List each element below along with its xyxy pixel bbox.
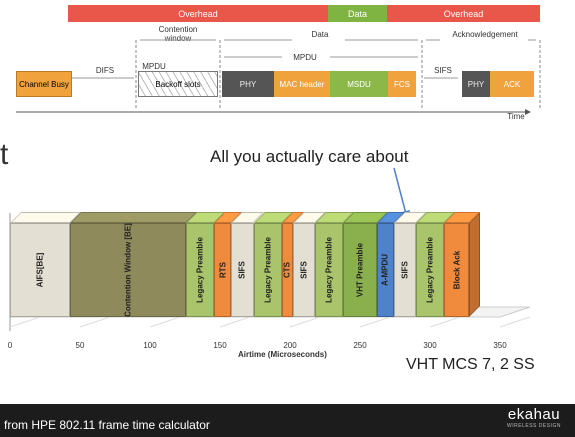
airtime-bar: RTS [214,223,232,317]
airtime-bar: Legacy Preamble [186,223,215,317]
x-tick-label: 50 [75,341,85,350]
x-gridline [429,316,461,328]
overhead-band-left: Overhead [68,5,328,22]
mpdu-span-label: MPDU [293,53,317,62]
airtime-bar: A-MPDU [376,223,394,317]
airtime-bar-label: Legacy Preamble [263,237,273,303]
airtime-bar-label: Legacy Preamble [425,237,435,303]
overhead-band-right: Overhead [387,5,540,22]
airtime-bar-label: A-MPDU [380,254,390,286]
vht-label: VHT MCS 7, 2 SS [406,356,535,373]
x-gridline [289,316,321,328]
airtime-bar: VHT Preamble [343,223,377,317]
ack-segment: ACK [490,71,534,97]
airtime-bar: AIFS[BE] [10,223,71,317]
airtime-bar: Legacy Preamble [315,223,344,317]
airtime-bar-label: SIFS [237,261,247,279]
airtime-bar-side [469,212,481,317]
phy-segment: PHY [222,71,274,97]
mac-header-segment: MAC header [274,71,330,97]
fcs-segment: FCS [388,71,416,97]
callout-text: All you actually care about [210,147,409,166]
ack-phy-segment: PHY [462,71,490,97]
mpdu-left-label: MPDU [142,62,166,71]
airtime-bar-label: RTS [218,262,228,278]
airtime-bar: SIFS [231,223,254,317]
data-span-label: Data [311,30,329,39]
backoff-slots-segment: Backoff slots [138,71,218,97]
sifs-label: SIFS [434,66,452,75]
airtime-bar-label: Legacy Preamble [195,237,205,303]
x-gridline [359,316,391,328]
airtime-bar-label: Block Ack [452,250,462,290]
msdu-segment: MSDU [330,71,388,97]
airtime-bar: Block Ack [444,223,470,317]
airtime-bar: Legacy Preamble [253,223,282,317]
x-gridline [9,316,41,328]
channel-busy-segment: Channel Busy [16,71,72,97]
time-axis-label: Time [507,112,525,121]
difs-label: DIFS [95,66,115,75]
x-tick-label: 250 [353,341,367,350]
x-tick-label: 150 [213,341,227,350]
brand-subtitle: WIRELESS DESIGN [507,423,561,429]
x-gridline [499,316,531,328]
airtime-bar: Contention Window [BE] [70,223,187,317]
x-gridline [149,316,181,328]
x-gridline [79,316,111,328]
brand-name: ekahau [507,406,561,423]
airtime-bar-label: SIFS [299,261,309,279]
ekahau-logo: ekahau WIRELESS DESIGN [498,406,570,429]
slide-title-fragment: t [0,138,9,171]
airtime-bar-label: Legacy Preamble [324,237,334,303]
data-band: Data [328,5,387,22]
airtime-bar-top [70,212,198,223]
x-tick-label: 200 [283,341,297,350]
acknowledgement-label: Acknowledgement [452,30,518,39]
airtime-bar: SIFS [393,223,416,317]
source-text: from HPE 802.11 frame time calculator [4,418,210,432]
x-tick-label: 350 [493,341,507,350]
footer-bar: from HPE 802.11 frame time calculator ek… [0,404,575,437]
airtime-bar-label: SIFS [400,261,410,279]
airtime-bar-label: Contention Window [BE] [123,223,133,317]
airtime-bar: SIFS [292,223,316,317]
x-tick-label: 100 [143,341,157,350]
timeline-guides [16,39,541,115]
x-tick-label: 0 [7,341,13,350]
contention-window-label: Contention window [158,25,198,43]
x-gridline [219,316,251,328]
airtime-bar-label: AIFS[BE] [35,252,45,288]
x-axis-title: Airtime (Microseconds) [238,350,327,359]
airtime-bar-label: CTS [282,262,292,278]
x-tick-label: 300 [423,341,437,350]
airtime-bar: CTS [281,223,293,317]
airtime-chart: Airtime (Microseconds) 0 50 100 150 200 250 30… [0,205,575,365]
airtime-bar: Legacy Preamble [416,223,444,317]
airtime-bar-label: VHT Preamble [355,242,365,298]
